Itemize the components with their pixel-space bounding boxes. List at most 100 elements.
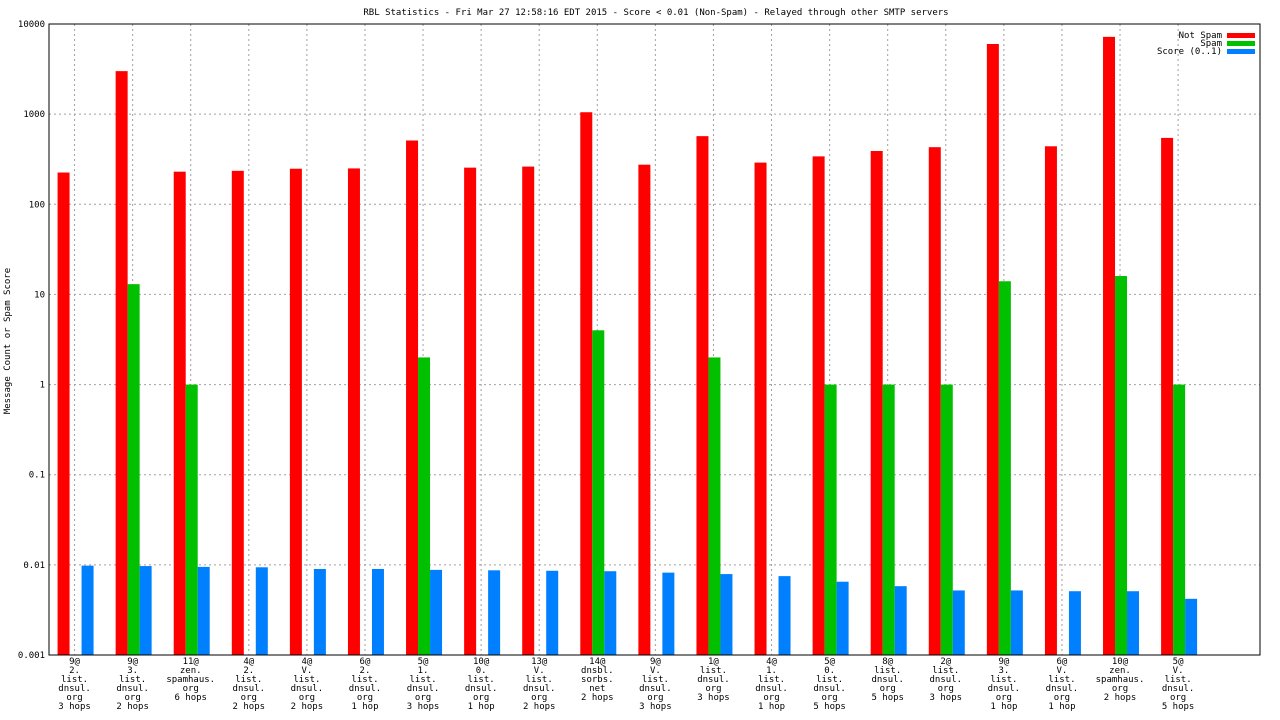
x-tick-label: dnsul.: [233, 684, 266, 694]
x-tick-label: 5@: [824, 657, 835, 667]
x-tick-label: 9@: [650, 657, 661, 667]
bar-spam: [1173, 384, 1186, 655]
y-tick-label: 0.1: [29, 471, 45, 481]
bar-not-spam: [580, 112, 593, 656]
bar-not-spam: [1161, 137, 1174, 655]
x-tick-label: 6@: [360, 657, 371, 667]
bar-score-0-1: [81, 565, 94, 655]
x-tick-label: 14@: [589, 657, 606, 667]
bar-not-spam: [464, 167, 477, 655]
x-tick-label: sorbs.: [581, 675, 614, 685]
x-tick-label: org: [647, 693, 663, 703]
y-tick-label: 10: [34, 290, 45, 300]
x-tick-label: 1 hop: [468, 702, 495, 712]
x-tick-label: list.: [293, 675, 320, 685]
x-tick-label: org: [1170, 693, 1186, 703]
x-tick-label: 9@: [998, 657, 1009, 667]
x-tick-label: list.: [1048, 675, 1075, 685]
x-tick-label: dnsul.: [291, 684, 324, 694]
x-tick-label: V.: [650, 666, 661, 676]
bar-score-0-1: [139, 566, 152, 655]
legend-swatch: [1227, 33, 1255, 38]
grid-lines: [49, 24, 1260, 655]
bar-spam: [185, 384, 198, 655]
bar-score-0-1: [952, 590, 965, 655]
bar-not-spam: [986, 43, 999, 655]
x-tick-label: 3.: [127, 666, 138, 676]
x-tick-label: dnsul.: [813, 684, 846, 694]
y-tick-label: 1: [40, 381, 45, 391]
bar-score-0-1: [662, 572, 675, 655]
x-tick-label: org: [299, 693, 315, 703]
bar-not-spam: [347, 168, 360, 656]
x-tick-label: list.: [874, 666, 901, 676]
x-tick-label: V.: [1057, 666, 1068, 676]
x-tick-label: 9@: [127, 657, 138, 667]
y-tick-labels: 0.001 0.01 0.1 1 10 100 1000 10000: [18, 20, 45, 661]
x-tick-label: 0.: [476, 666, 487, 676]
x-tick-label: org: [183, 684, 199, 694]
x-tick-label: list.: [119, 675, 146, 685]
bar-score-0-1: [720, 574, 733, 655]
bar-not-spam: [173, 171, 186, 655]
chart-title: RBL Statistics - Fri Mar 27 12:58:16 EDT…: [363, 8, 948, 18]
bar-score-0-1: [1010, 590, 1023, 655]
bar-not-spam: [638, 164, 651, 655]
x-tick-label: 13@: [531, 657, 548, 667]
x-tick-label: dnsul.: [697, 675, 730, 685]
x-tick-label: 2 hops: [116, 702, 149, 712]
bar-spam: [418, 357, 431, 655]
x-tick-label: 6 hops: [174, 693, 207, 703]
legend-label: Score (0..1): [1157, 47, 1222, 57]
x-tick-label: org: [763, 693, 779, 703]
x-tick-label: 3 hops: [930, 693, 963, 703]
x-tick-label: org: [357, 693, 373, 703]
bar-score-0-1: [371, 568, 384, 655]
y-tick-label: 0.001: [18, 651, 45, 661]
bar-spam: [882, 384, 895, 655]
x-tick-label: dnsul.: [465, 684, 498, 694]
x-tick-label: list.: [468, 675, 495, 685]
x-tick-label: 1.: [766, 666, 777, 676]
bar-score-0-1: [313, 568, 326, 655]
y-tick-label: 10000: [18, 20, 45, 30]
bar-not-spam: [870, 151, 883, 655]
x-tick-label: list.: [351, 675, 378, 685]
x-tick-label: dnsul.: [58, 684, 91, 694]
x-tick-label: list.: [990, 675, 1017, 685]
x-tick-label: dnsul.: [1162, 684, 1195, 694]
legend-label: Not Spam: [1179, 31, 1222, 41]
x-tick-label: dnsul.: [755, 684, 788, 694]
bar-not-spam: [1103, 36, 1116, 655]
bar-spam: [1115, 276, 1128, 655]
x-tick-label: dnsul.: [930, 675, 963, 685]
bar-not-spam: [928, 147, 941, 656]
bar-not-spam: [289, 168, 302, 656]
x-tick-label: 2 hops: [1104, 693, 1137, 703]
x-tick-label: org: [473, 693, 489, 703]
x-tick-label: 3 hops: [58, 702, 91, 712]
bar-not-spam: [696, 136, 709, 656]
x-tick-label: 4@: [301, 657, 312, 667]
x-tick-label: list.: [700, 666, 727, 676]
x-tick-label: list.: [932, 666, 959, 676]
bar-spam: [824, 384, 837, 655]
x-tick-label: list.: [1165, 675, 1192, 685]
x-tick-label: org: [938, 684, 954, 694]
x-tick-label: zen.: [1109, 666, 1131, 676]
bars: [57, 36, 1198, 656]
x-tick-label: dnsul.: [407, 684, 440, 694]
x-tick-label: org: [125, 693, 141, 703]
x-tick-label: 10@: [1112, 657, 1129, 667]
x-tick-label: org: [1112, 684, 1128, 694]
x-tick-label: 2 hops: [291, 702, 324, 712]
y-tick-label: 0.01: [23, 561, 45, 571]
bar-spam: [127, 284, 140, 655]
x-tick-label: V.: [1173, 666, 1184, 676]
x-tick-label: dnsul.: [871, 675, 904, 685]
x-tick-label: zen.: [180, 666, 202, 676]
x-tick-label: dnsul.: [523, 684, 556, 694]
x-tick-label: V.: [301, 666, 312, 676]
